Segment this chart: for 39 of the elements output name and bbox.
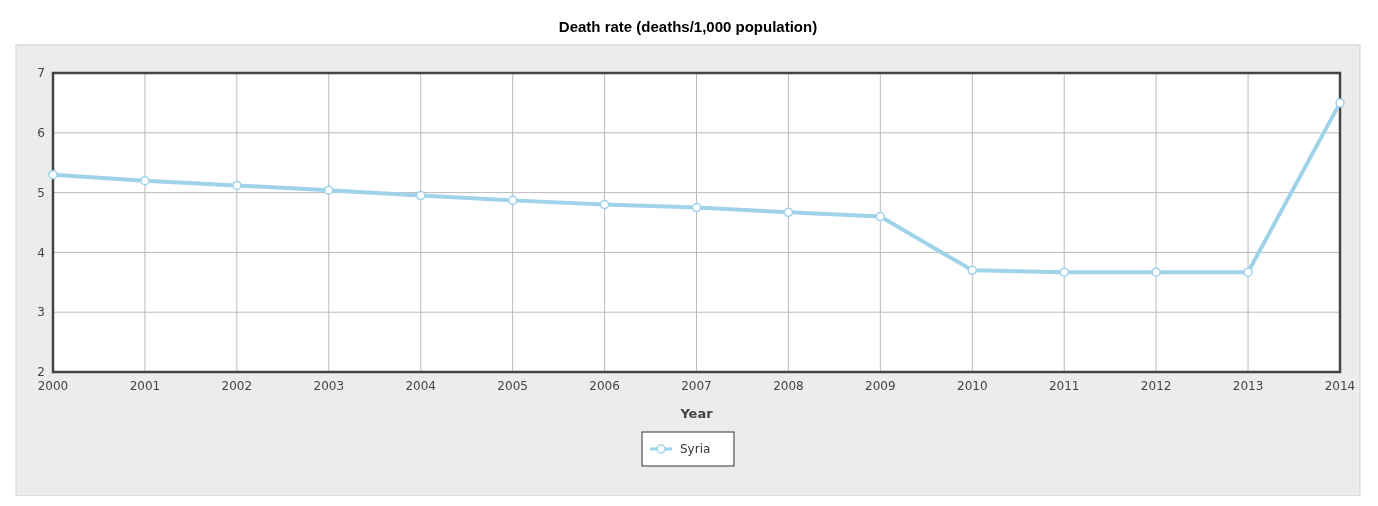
x-tick-label: 2009	[865, 379, 896, 393]
x-tick-label: 2006	[589, 379, 620, 393]
legend-label: Syria	[680, 442, 711, 457]
x-tick-label: 2003	[313, 379, 345, 393]
x-tick-label: 2013	[1232, 379, 1264, 393]
point	[967, 265, 978, 276]
point	[1243, 267, 1253, 277]
point	[1059, 267, 1069, 277]
x-tick-label: 2010	[957, 379, 988, 393]
x-tick-label: 2005	[497, 379, 528, 393]
point	[140, 175, 150, 186]
y-tick-label: 4	[37, 245, 45, 260]
x-tick-label: 2004	[405, 379, 436, 393]
point	[48, 169, 58, 180]
point	[232, 180, 242, 191]
y-tick-label: 6	[37, 126, 45, 140]
x-tick-label: 2001	[129, 379, 161, 393]
x-tick-label: 2000	[37, 379, 69, 393]
y-tick-label: 3	[37, 305, 45, 320]
x-tick-label: 2008	[773, 379, 804, 393]
x-tick-label: 2002	[221, 379, 253, 393]
chart-title: Death rate (deaths/1,000 population)	[558, 18, 818, 35]
y-tick-label: 7	[37, 66, 45, 81]
point	[415, 190, 426, 201]
x-tick-label: 2012	[1140, 379, 1172, 393]
point	[1335, 98, 1345, 108]
point	[783, 207, 794, 218]
y-tick-label: 5	[37, 185, 45, 200]
point	[599, 199, 610, 210]
point	[1151, 267, 1161, 277]
point	[875, 211, 886, 222]
point	[691, 202, 702, 213]
x-tick-label: 2014	[1324, 379, 1356, 393]
y-tick-label: 2	[37, 365, 45, 380]
x-tick-label: 2011	[1048, 379, 1080, 393]
point	[324, 185, 334, 195]
x-tick-label: 2007	[681, 379, 712, 393]
x-axis-title: Year	[679, 406, 714, 421]
point	[507, 195, 518, 206]
